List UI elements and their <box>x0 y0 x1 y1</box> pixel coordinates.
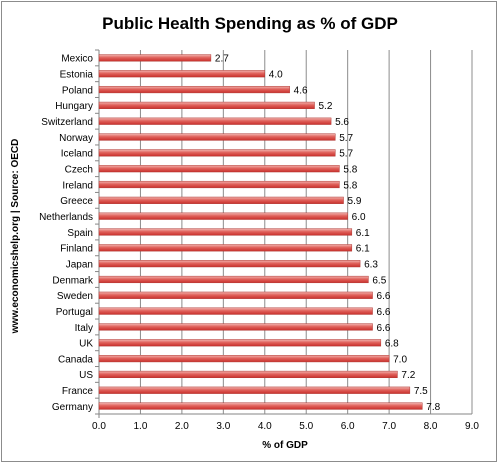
bar <box>98 85 290 94</box>
x-tick-label: 0.0 <box>92 421 106 432</box>
category-label: Netherlands <box>39 212 93 223</box>
bar <box>98 54 212 62</box>
category-label: Finland <box>60 244 93 255</box>
bar <box>98 212 348 220</box>
gridlines <box>95 49 473 418</box>
x-tick-labels: 0.0 1.0 2.0 3.0 4.0 5.0 6.0 7.0 8.0 9.0 <box>92 421 479 432</box>
data-label: 5.6 <box>335 117 349 128</box>
bar <box>98 149 336 157</box>
bar <box>98 244 353 252</box>
data-label: 4.6 <box>294 85 308 96</box>
category-label: Italy <box>75 323 93 334</box>
category-label: France <box>62 386 94 397</box>
category-label: Sweden <box>57 291 93 302</box>
data-label: 5.9 <box>348 196 362 207</box>
category-label: Iceland <box>61 149 93 160</box>
x-tick-label: 6.0 <box>341 421 355 432</box>
category-label: Norway <box>59 133 93 144</box>
data-label: 7.8 <box>426 402 440 413</box>
data-label: 7.2 <box>401 370 415 381</box>
category-labels: Mexico Estonia Poland Hungary Switzerland Nor… <box>39 54 94 413</box>
bar <box>98 291 373 299</box>
data-label: 6.5 <box>372 275 386 286</box>
data-label: 2.7 <box>215 54 229 65</box>
bar <box>98 228 353 236</box>
bar <box>98 133 336 141</box>
data-label: 5.7 <box>339 133 353 144</box>
data-label: 5.7 <box>339 149 353 160</box>
x-tick-label: 1.0 <box>133 421 147 432</box>
bar <box>98 101 315 109</box>
category-label: Estonia <box>60 70 94 81</box>
category-label: Czech <box>65 164 93 175</box>
data-label: 4.0 <box>269 70 283 81</box>
bar <box>98 260 361 268</box>
chart-title: Public Health Spending as % of GDP <box>102 14 398 33</box>
category-label: Poland <box>62 85 93 96</box>
category-label: Mexico <box>61 54 93 65</box>
category-label: Hungary <box>55 101 93 112</box>
bar <box>98 196 344 204</box>
data-label: 6.6 <box>377 323 391 334</box>
bar <box>98 275 369 284</box>
x-tick-label: 9.0 <box>465 421 479 432</box>
bar <box>98 323 373 331</box>
x-axis-title: % of GDP <box>262 440 308 451</box>
x-tick-label: 2.0 <box>175 421 189 432</box>
category-label: Japan <box>66 259 93 270</box>
bar <box>98 307 373 315</box>
data-label: 6.3 <box>364 259 378 270</box>
data-label: 5.8 <box>343 180 357 191</box>
bar <box>98 339 382 347</box>
data-label: 6.1 <box>356 244 370 255</box>
y-axis-title: www.economicshelp.org | Source: OECD <box>10 139 21 335</box>
bar <box>98 70 266 78</box>
data-label: 7.5 <box>414 386 428 397</box>
category-label: Greece <box>60 196 93 207</box>
category-label: Denmark <box>52 275 94 286</box>
bars <box>98 54 423 410</box>
data-label: 6.8 <box>385 339 399 350</box>
category-label: Canada <box>58 354 93 365</box>
data-label: 7.0 <box>393 354 407 365</box>
data-label: 6.0 <box>352 212 366 223</box>
data-label: 6.1 <box>356 228 370 239</box>
bar <box>98 165 340 173</box>
category-label: Spain <box>67 228 93 239</box>
bar <box>98 370 398 379</box>
x-tick-label: 5.0 <box>299 421 313 432</box>
category-label: Switzerland <box>41 117 93 128</box>
data-label: 5.2 <box>319 101 333 112</box>
x-tick-label: 4.0 <box>258 421 272 432</box>
bar <box>98 386 411 394</box>
x-tick-label: 7.0 <box>382 421 396 432</box>
x-tick-label: 3.0 <box>216 421 230 432</box>
category-label: Portugal <box>56 307 93 318</box>
x-tick-label: 8.0 <box>424 421 438 432</box>
category-label: Germany <box>52 402 93 413</box>
data-label: 6.6 <box>377 307 391 318</box>
data-labels: 2.7 4.0 4.6 5.25.6 5.7 5.7 5.8 5.8 5.9 6.0 6.1 6.1 6… <box>215 54 441 413</box>
category-label: US <box>79 370 93 381</box>
bar <box>98 402 423 410</box>
category-label: Ireland <box>62 180 93 191</box>
bar <box>98 117 332 125</box>
data-label: 6.6 <box>377 291 391 302</box>
bar <box>98 355 390 363</box>
category-label: UK <box>79 339 93 350</box>
bar <box>98 180 340 189</box>
data-label: 5.8 <box>343 164 357 175</box>
